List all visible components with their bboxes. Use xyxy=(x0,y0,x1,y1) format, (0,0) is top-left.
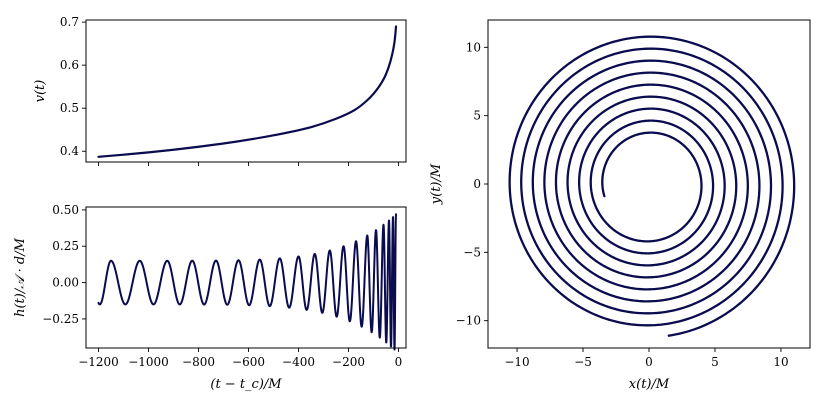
x-tick-label: −1200 xyxy=(78,355,119,369)
strain-panel-ticks: −1200 −1000 −800 −600 −400 −200 0 −0.25 0.00 0.25… xyxy=(42,203,402,369)
orbit-panel-y-label: y(t)/M xyxy=(429,163,444,205)
velocity-series-line xyxy=(97,25,398,158)
y-tick-label: 5 xyxy=(473,109,481,123)
strain-panel-frame xyxy=(85,206,407,349)
orbit-panel-frame xyxy=(487,19,811,349)
x-tick-label: −10 xyxy=(504,355,529,369)
y-tick-label: 0.7 xyxy=(60,15,79,29)
orbit-panel-curves xyxy=(508,35,796,337)
orbit-panel-x-label: x(t)/M xyxy=(629,377,670,392)
velocity-panel-ticks: 0.4 0.5 0.6 0.7 xyxy=(60,15,399,166)
velocity-panel: 0.4 0.5 0.6 0.7 v(t) xyxy=(33,15,407,166)
orbit-panel-ticks: −10 −5 0 5 10 −10 −5 0 5 10 xyxy=(456,40,789,369)
y-tick-label: 0.25 xyxy=(52,239,79,253)
y-tick-label: 0.6 xyxy=(60,58,79,72)
x-tick-label: −200 xyxy=(332,355,365,369)
x-tick-label: 0 xyxy=(645,355,653,369)
velocity-panel-frame xyxy=(85,19,407,163)
strain-panel-x-label: (t − t_c)/M xyxy=(210,377,282,392)
y-tick-label: −10 xyxy=(456,314,481,328)
x-tick-label: −5 xyxy=(574,355,592,369)
y-tick-label: 0 xyxy=(473,177,481,191)
velocity-panel-curves xyxy=(97,25,398,158)
y-tick-label: −5 xyxy=(463,245,481,259)
y-tick-label: 0.4 xyxy=(60,144,79,158)
y-tick-label: 0.5 xyxy=(60,101,79,115)
velocity-panel-y-label: v(t) xyxy=(33,80,48,103)
orbit-panel: −10 −5 0 5 10 −10 −5 0 5 10 y(t)/M x(t)/M xyxy=(429,19,811,392)
strain-panel: −1200 −1000 −800 −600 −400 −200 0 −0.25 0.00 0.25… xyxy=(13,203,407,392)
x-tick-label: −600 xyxy=(232,355,265,369)
y-tick-label: 0.50 xyxy=(52,203,79,217)
orbit-series-line xyxy=(508,35,796,337)
x-tick-label: 10 xyxy=(773,355,788,369)
strain-series-line xyxy=(97,213,397,351)
y-tick-label: 0.00 xyxy=(52,276,79,290)
x-tick-label: 0 xyxy=(395,355,403,369)
x-tick-label: −400 xyxy=(282,355,315,369)
y-tick-label: 10 xyxy=(466,40,481,54)
y-tick-label: −0.25 xyxy=(42,312,79,326)
x-tick-label: 5 xyxy=(711,355,719,369)
strain-panel-curves xyxy=(97,213,397,351)
strain-panel-y-label: h(t)/𝒜 · d/M xyxy=(13,237,28,317)
x-tick-label: −800 xyxy=(182,355,215,369)
x-tick-label: −1000 xyxy=(128,355,169,369)
